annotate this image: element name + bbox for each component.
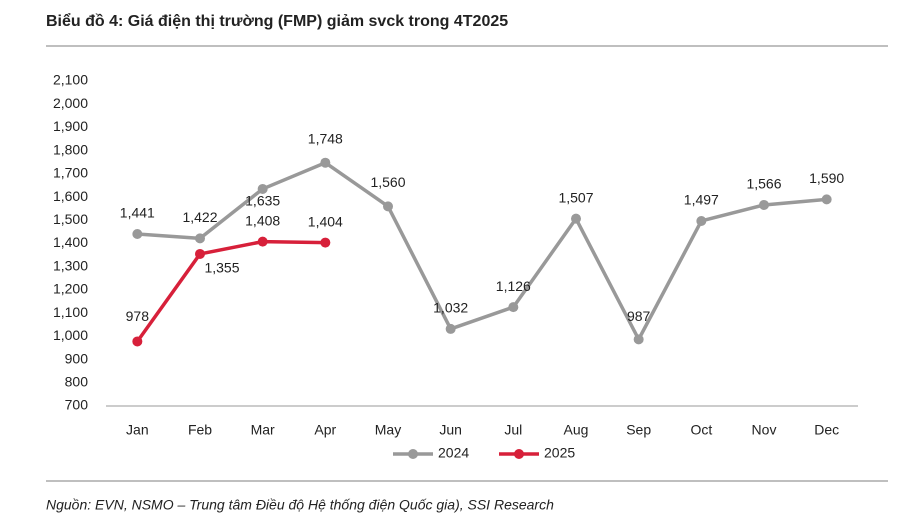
- data-label: 1,635: [245, 193, 280, 209]
- x-tick-label: Dec: [814, 422, 839, 438]
- line: [137, 160, 827, 342]
- x-tick-label: Aug: [564, 422, 589, 438]
- data-label: 1,404: [308, 213, 343, 229]
- marker: [508, 302, 519, 313]
- y-tick-label: 1,100: [53, 304, 88, 320]
- legend-marker: [408, 449, 418, 459]
- data-label: 1,497: [684, 192, 719, 208]
- y-tick-label: 1,400: [53, 234, 88, 250]
- legend-label: 2024: [438, 445, 469, 461]
- data-label: 1,566: [746, 176, 781, 192]
- data-label: 1,032: [433, 300, 468, 316]
- x-tick-label: Jun: [439, 422, 462, 438]
- x-tick-label: Jan: [126, 422, 149, 438]
- line: [135, 239, 326, 343]
- y-tick-label: 900: [65, 350, 89, 366]
- marker: [633, 334, 644, 345]
- marker: [195, 233, 205, 244]
- x-tick-label: May: [375, 422, 401, 438]
- data-label: 1,126: [496, 278, 531, 294]
- data-label: 1,355: [204, 260, 239, 276]
- y-tick-label: 1,900: [53, 118, 88, 134]
- data-label: 1,441: [120, 205, 155, 221]
- x-tick-label: Nov: [752, 422, 777, 438]
- source: Nguồn: EVN, NSMO – Trung tâm Điều độ Hệ …: [46, 497, 554, 513]
- marker: [257, 183, 268, 194]
- legend-marker: [514, 449, 524, 459]
- data-label: 1,422: [182, 209, 217, 225]
- y-tick-label: 1,300: [53, 257, 88, 273]
- y-tick-label: 1,200: [53, 281, 88, 297]
- marker: [821, 194, 832, 205]
- y-tick-label: 2,000: [53, 95, 88, 111]
- marker: [445, 323, 456, 334]
- marker: [132, 228, 143, 239]
- marker: [320, 237, 331, 248]
- y-tick-label: 700: [65, 397, 89, 413]
- marker: [696, 215, 707, 226]
- y-tick-label: 800: [65, 373, 89, 389]
- y-tick-label: 2,100: [53, 72, 88, 88]
- data-label: 1,560: [370, 174, 405, 190]
- x-tick-label: Jul: [504, 422, 522, 438]
- y-tick-label: 1,600: [53, 188, 88, 204]
- x-tick-label: Apr: [314, 422, 336, 438]
- x-tick-label: Feb: [188, 422, 212, 438]
- data-label: 1,590: [809, 170, 844, 186]
- data-label: 1,408: [245, 212, 280, 228]
- marker: [195, 248, 205, 259]
- x-tick-label: Oct: [690, 422, 712, 438]
- x-tick-label: Sep: [626, 422, 651, 438]
- chart-title: Biểu đồ 4: Giá điện thị trường (FMP) giả…: [46, 12, 508, 30]
- marker: [320, 157, 331, 168]
- y-tick-label: 1,500: [53, 211, 88, 227]
- data-label: 978: [126, 308, 150, 324]
- y-tick-label: 1,700: [53, 165, 88, 181]
- x-tick-label: Mar: [251, 422, 275, 438]
- legend-label: 2025: [544, 445, 575, 461]
- data-label: 987: [627, 308, 651, 324]
- data-label: 1,748: [308, 130, 343, 146]
- y-tick-label: 1,000: [53, 327, 88, 343]
- marker: [759, 199, 769, 210]
- marker: [257, 236, 268, 247]
- marker: [571, 213, 581, 224]
- data-label: 1,507: [558, 189, 593, 205]
- marker: [132, 336, 143, 347]
- y-tick-label: 1,800: [53, 141, 88, 157]
- marker: [383, 201, 393, 212]
